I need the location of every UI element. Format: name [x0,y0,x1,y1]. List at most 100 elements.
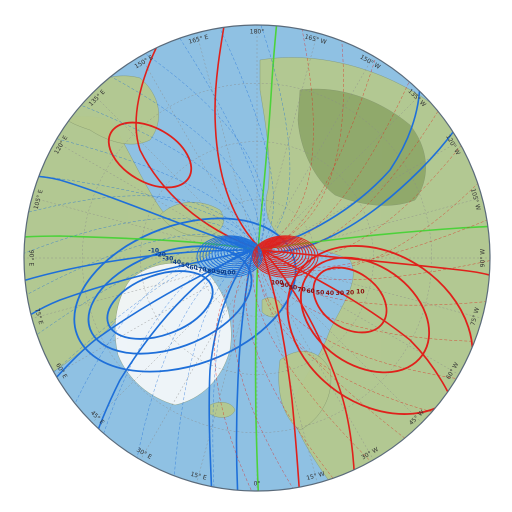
parallel-circle [82,83,432,433]
contour-label-negative: -90 [214,269,225,276]
isoline-minor [44,248,258,381]
isoline-minor [24,195,258,251]
longitude-label: 90° W [480,249,487,268]
contour-label-positive: 30 [336,290,344,297]
pole-isoline-negative [226,244,249,259]
contour-label-negative: -30 [162,255,173,262]
isoline-minor [27,174,258,251]
isoline-minor [256,70,415,251]
agonic-line [24,235,259,251]
isoline-minor [256,249,469,381]
agonic-line [254,249,260,491]
longitude-label: 15° W [306,471,326,483]
contour-label-negative: -60 [187,264,198,271]
pole-isoline-positive [267,245,286,257]
isoline-negative [235,249,254,491]
meridian-line [31,257,258,319]
contour-label-negative: -40 [170,259,181,266]
pole-isoline-negative [229,245,248,257]
pole-isoline-negative [232,246,246,255]
contour-label-positive: 60 [306,288,314,295]
pole-isoline-positive [270,247,280,253]
meridian-line [256,32,318,259]
isoline-minor [256,100,445,254]
pole-isoline-negative [202,237,260,274]
isoline-minor [256,174,488,271]
agonic-line [257,25,279,251]
scandinavia-land [278,351,332,431]
isoline-minor [26,243,258,342]
longitude-label: 15° E [190,471,208,482]
pole-isoline-negative [214,240,255,267]
map-rim [23,24,491,492]
isoline-minor [256,25,314,251]
meridian-line [55,141,258,259]
meridian-line [92,257,258,423]
isoline-minor [99,249,258,446]
canadian-archipelago-land [159,202,224,237]
contour-label-negative: -50 [178,262,189,269]
pole-isoline-positive [256,238,310,272]
contour-label-positive: 100 [271,279,284,286]
contour-label-positive: 10 [356,289,364,296]
contour-label-negative: -100 [221,270,236,277]
pole-isoline-negative [235,247,245,253]
isoline-positive [135,39,263,251]
contour-labels: -10-20-30-40-50-60-70-80-90-100 102030405… [148,247,364,297]
isoline-minor [245,249,341,489]
isoline-minor [134,45,265,251]
meridian-line [140,56,258,259]
meridian-line [256,257,422,423]
contour-label-positive: 20 [346,290,354,297]
pole-isoline-negative [223,243,251,261]
isoline-negative-loop [106,270,214,340]
pole-isoline-positive [264,243,292,261]
pole-isoline-negative [217,241,253,265]
longitude-label: 90° E [28,250,35,267]
isoline-minor [256,215,490,268]
isoline-minor [45,135,258,251]
pole-isoline-negative [199,236,262,276]
isoline-positive-loop [299,256,431,374]
pole-isoline-negative [211,239,256,269]
meridian-line [196,32,258,259]
isoline-minor [69,100,258,251]
longitude-label: 0° [254,481,261,488]
pole-isoline-negative [196,235,263,278]
longitude-label: 180° [250,29,264,36]
isoline-negative [208,249,254,491]
isoline-positive-loop [312,266,388,334]
pole-isoline-positive [252,235,319,278]
pole-isoline-positive [266,244,289,259]
isoline-minor [255,249,415,446]
parallel-circle [140,141,374,375]
isoline-minor [214,25,274,251]
isoline-minor [256,135,470,260]
isoline-minor [173,27,264,251]
isoline-minor [24,218,258,259]
contour-label-positive: 90 [281,282,289,289]
pole-isoline-positive [263,242,295,263]
siberia-darker-land [297,88,426,206]
contour-label-positive: 50 [316,289,324,296]
land-layer [24,57,490,491]
longitude-label: 75° W [470,307,482,327]
isoline-minor [99,70,260,251]
isoline-minor [173,249,258,488]
magnetic-pole-cluster [196,235,319,278]
meridian-line [256,257,483,319]
pole-isoline-negative [220,242,252,263]
pole-isoline-positive [269,246,283,255]
contour-label-positive: 70 [297,287,305,294]
longitude-label: 75° E [33,308,44,326]
contour-label-negative: -20 [155,252,166,259]
isoline-minor [256,249,490,280]
contour-label-positive: 80 [289,285,297,292]
pole-isoline-negative [205,238,259,272]
isoline-positive-loop [107,121,193,189]
pole-isoline-positive [259,239,304,269]
pole-isoline-positive [260,240,301,267]
isoline-positive [261,249,356,491]
isoline-minor [256,249,487,342]
